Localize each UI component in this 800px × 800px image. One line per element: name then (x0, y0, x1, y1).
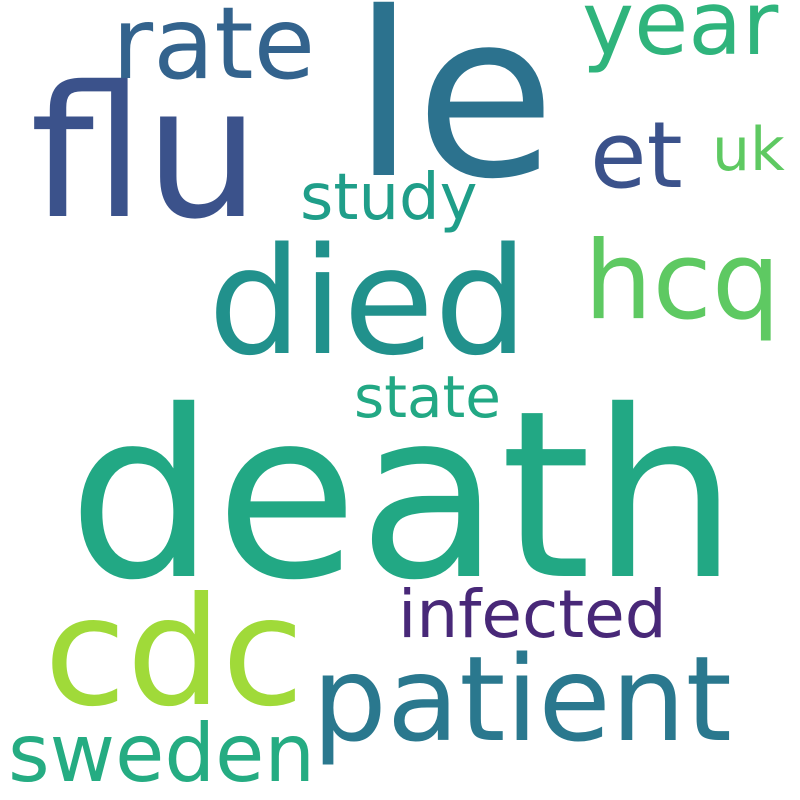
word-le: le (352, 0, 556, 229)
word-state: state (354, 363, 501, 431)
word-uk: uk (712, 115, 785, 185)
word-died: died (208, 216, 529, 388)
word-study: study (300, 161, 478, 235)
word-et: et (590, 102, 683, 209)
word-cdc: cdc (44, 566, 305, 740)
word-death: death (68, 361, 739, 631)
word-patient: patient (312, 630, 732, 768)
word-sweden: sweden (8, 707, 316, 800)
word-rate: rate (112, 0, 316, 102)
word-flu: flu (30, 47, 260, 259)
word-hcq: hcq (584, 219, 781, 344)
word-infected: infected (398, 576, 667, 653)
word-year: year (582, 0, 779, 75)
